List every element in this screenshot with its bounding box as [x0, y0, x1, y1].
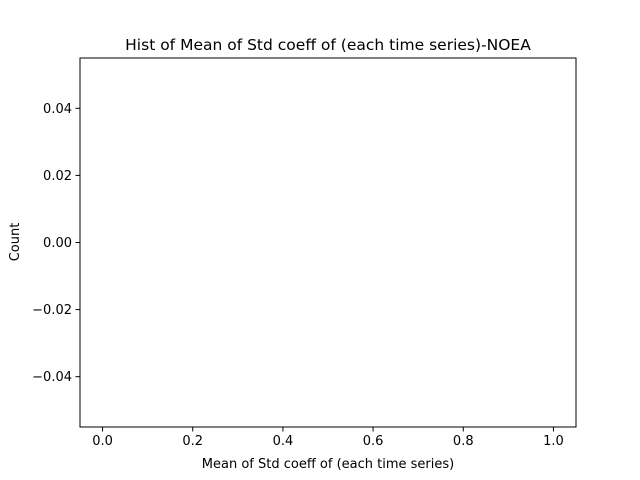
x-tick-label: 0.2 [182, 434, 203, 449]
y-tick-label: −0.02 [32, 303, 72, 318]
y-tick-label: 0.00 [43, 236, 72, 251]
y-tick-label: 0.02 [43, 169, 72, 184]
plot-area: 0.0 0.2 0.4 0.6 0.8 1.0 0.04 0.02 0.00 −0.02 −0.04 [32, 57, 577, 449]
y-tick-label: −0.04 [32, 370, 72, 385]
x-axis-label: Mean of Std coeff of (each time series) [202, 457, 454, 472]
x-tick-label: 0.8 [453, 434, 474, 449]
x-tick-label: 1.0 [543, 434, 564, 449]
chart-title: Hist of Mean of Std coeff of (each time … [125, 36, 531, 54]
y-tick-label: 0.04 [43, 102, 72, 117]
axes-frame [79, 57, 577, 428]
x-tick-label: 0.0 [92, 434, 113, 449]
y-axis-label: Count [8, 223, 23, 262]
x-tick-label: 0.4 [273, 434, 294, 449]
x-tick-label: 0.6 [363, 434, 384, 449]
